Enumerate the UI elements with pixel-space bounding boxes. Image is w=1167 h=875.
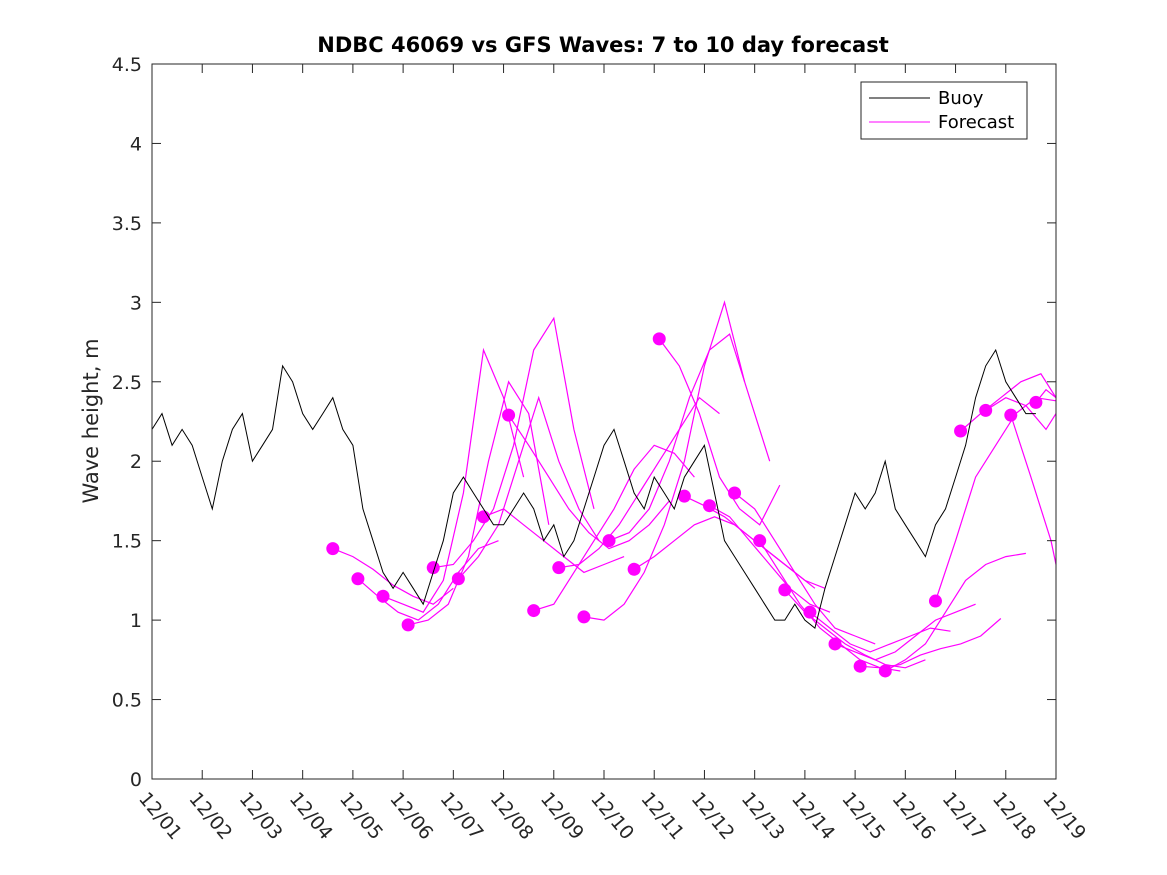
forecast-start-marker [326, 542, 340, 556]
y-tick-label: 4 [130, 133, 142, 155]
forecast-line [759, 540, 901, 672]
forecast-start-marker [577, 610, 591, 624]
y-tick-label: 4.5 [112, 54, 142, 76]
forecast-line [382, 347, 525, 613]
y-tick-label: 1.5 [112, 531, 142, 553]
forecast-line [583, 300, 746, 621]
x-tick-label: 12/03 [235, 788, 287, 844]
forecast-line [332, 548, 454, 605]
x-tick-label: 12/19 [1038, 788, 1090, 844]
y-tick-label: 2 [130, 451, 142, 473]
x-tick-label: 12/07 [436, 788, 488, 844]
x-tick-label: 12/10 [586, 788, 638, 844]
forecast-start-marker [702, 499, 716, 513]
forecast-line [734, 492, 876, 645]
x-tick-label: 12/18 [988, 788, 1040, 844]
forecast-start-marker [376, 589, 390, 603]
forecast-start-marker [451, 572, 465, 586]
forecast-start-marker [954, 424, 968, 438]
x-tick-label: 12/14 [787, 788, 839, 844]
forecast-line [483, 508, 625, 574]
x-tick-label: 12/11 [636, 788, 688, 844]
x-tick-label: 12/04 [285, 788, 337, 844]
forecast-line [407, 380, 550, 626]
forecast-start-marker [979, 403, 993, 417]
forecast-line [433, 316, 595, 569]
legend-forecast-label: Forecast [938, 112, 1014, 133]
forecast-start-marker [502, 408, 516, 422]
x-tick-label: 12/09 [536, 788, 588, 844]
forecast-start-marker [426, 561, 440, 575]
x-tick-label: 12/05 [335, 788, 387, 844]
forecast-start-marker [753, 534, 767, 548]
chart-title: NDBC 46069 vs GFS Waves: 7 to 10 day for… [317, 33, 888, 57]
forecast-start-marker [627, 562, 641, 576]
legend-buoy-label: Buoy [938, 88, 984, 109]
legend-box [860, 81, 1028, 140]
forecast-line [884, 552, 1026, 672]
x-tick-label: 12/15 [837, 788, 889, 844]
forecast-start-marker [803, 605, 817, 619]
x-tick-label: 12/02 [184, 788, 236, 844]
forecast-start-marker [401, 618, 415, 632]
series-layer [151, 300, 1057, 678]
forecast-start-marker [1004, 408, 1018, 422]
forecast-start-marker [728, 486, 742, 500]
forecast-line [860, 618, 1002, 669]
y-axis-label: Wave height, m [79, 338, 103, 503]
forecast-start-marker [1029, 395, 1043, 409]
forecast-line [533, 444, 695, 612]
forecast-start-marker [778, 583, 792, 597]
forecast-line [508, 414, 670, 550]
forecast-start-marker [878, 664, 892, 678]
y-tick-label: 3 [130, 292, 142, 314]
forecast-line [357, 540, 499, 621]
forecast-start-marker [928, 594, 942, 608]
forecast-line [633, 516, 816, 589]
buoy-line [151, 348, 1036, 629]
y-tick-label: 0.5 [112, 690, 142, 712]
plot-frame [151, 63, 1057, 780]
x-tick-label: 12/16 [888, 788, 940, 844]
forecast-line [558, 396, 720, 569]
y-tick-label: 1 [130, 610, 142, 632]
forecast-start-marker [552, 561, 566, 575]
forecast-line [985, 397, 1057, 431]
y-tick-label: 2.5 [112, 372, 142, 394]
x-tick-label: 12/17 [938, 788, 990, 844]
x-tick-label: 12/06 [385, 788, 437, 844]
forecast-start-marker [351, 572, 365, 586]
x-tick-label: 12/08 [486, 788, 538, 844]
forecast-start-marker [677, 489, 691, 503]
forecast-line [709, 505, 831, 613]
forecast-line [608, 333, 771, 542]
forecast-line [809, 611, 951, 653]
forecast-line [457, 395, 600, 580]
forecast-start-marker [527, 604, 541, 618]
forecast-start-marker [853, 659, 867, 673]
forecast-line [658, 338, 781, 526]
forecast-line [834, 603, 976, 661]
forecast-line [1010, 414, 1057, 565]
legend: Buoy Forecast [860, 81, 1028, 140]
x-tick-label: 12/12 [687, 788, 739, 844]
x-tick-label: 12/01 [134, 788, 186, 844]
forecast-start-marker [602, 534, 616, 548]
forecast-start-marker [828, 637, 842, 651]
y-tick-label: 0 [130, 769, 142, 791]
ticks-layer: 0 0.5 1 1.5 2 2.5 3 3.5 4 4.5 12/0112/0212/0312/04… [112, 54, 1090, 844]
forecast-start-marker [652, 332, 666, 346]
x-tick-label: 12/13 [737, 788, 789, 844]
y-tick-label: 3.5 [112, 213, 142, 235]
